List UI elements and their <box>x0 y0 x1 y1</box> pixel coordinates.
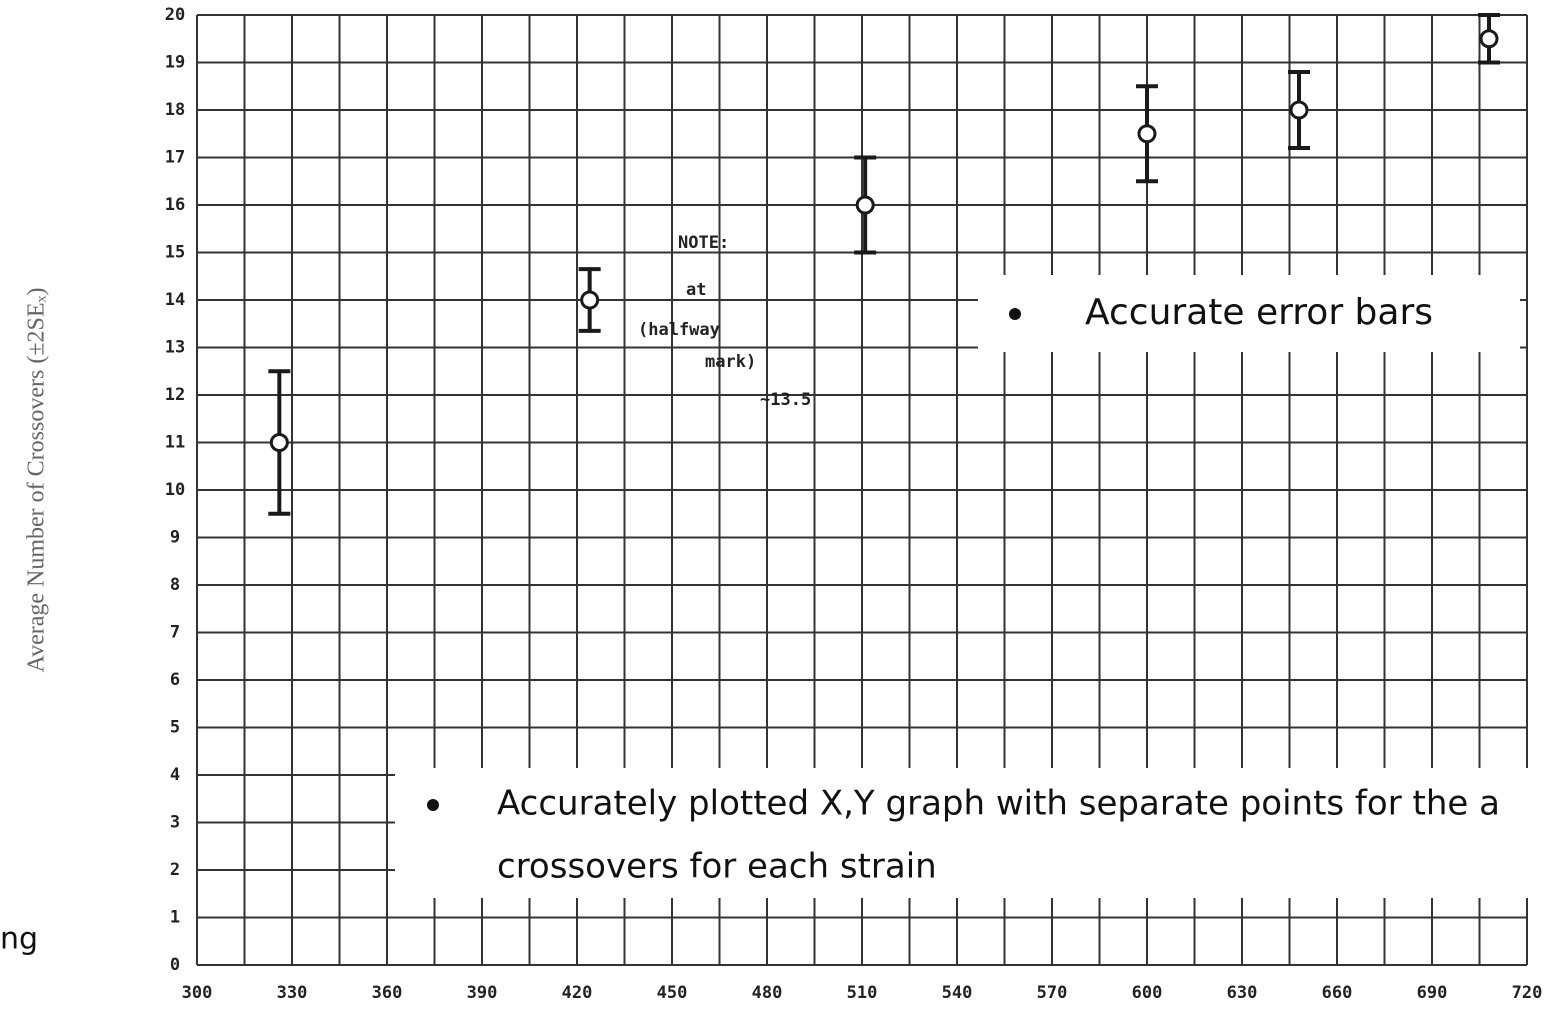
y-tick-label: 20 <box>165 5 185 25</box>
x-tick-label: 570 <box>1037 983 1068 1003</box>
annotation: NOTE: <box>678 233 729 253</box>
y-tick-label: 8 <box>170 575 180 595</box>
y-tick-label: 7 <box>170 623 180 643</box>
chart: Average Number of Crossovers (±2SEₓ) ng … <box>0 0 1550 1009</box>
page: Average Number of Crossovers (±2SEₓ) ng … <box>0 0 1550 1009</box>
y-tick-label: 17 <box>165 148 185 168</box>
x-tick-label: 390 <box>467 983 498 1003</box>
y-tick-label: 13 <box>165 338 185 358</box>
x-tick-label: 540 <box>942 983 973 1003</box>
callout-text: Accurately plotted X,Y graph with separa… <box>497 784 1500 824</box>
x-tick-label: 300 <box>182 983 213 1003</box>
y-tick-label: 12 <box>165 385 185 405</box>
y-tick-label: 16 <box>165 195 185 215</box>
callout-text: Accurate error bars <box>1085 292 1433 333</box>
point <box>1481 31 1497 47</box>
x-tick-label: 600 <box>1132 983 1163 1003</box>
point <box>1139 126 1155 142</box>
y-tick-label: 19 <box>165 53 185 73</box>
y-tick-label: 15 <box>165 243 185 263</box>
y-tick-label: 6 <box>170 670 180 690</box>
y-tick-label: 11 <box>165 433 185 453</box>
x-tick-label: 660 <box>1322 983 1353 1003</box>
x-tick-label: 630 <box>1227 983 1258 1003</box>
x-tick-label: 510 <box>847 983 878 1003</box>
point <box>582 292 598 308</box>
side-text: ng <box>0 922 38 957</box>
x-tick-label: 690 <box>1417 983 1448 1003</box>
point <box>1291 102 1307 118</box>
bullet <box>427 799 439 811</box>
x-tick-label: 720 <box>1512 983 1543 1003</box>
x-tick-label: 420 <box>562 983 593 1003</box>
y-tick-label: 3 <box>170 813 180 833</box>
callout-text: crossovers for each strain <box>497 847 937 887</box>
y-tick-label: 4 <box>170 765 180 785</box>
y-axis-label: Average Number of Crossovers (±2SEₓ) <box>24 288 50 673</box>
y-tick-label: 18 <box>165 100 185 120</box>
annotation-group: NOTE: at (halfway mark) ~13.5 <box>638 233 811 410</box>
y-tick-label: 10 <box>165 480 185 500</box>
point <box>271 435 287 451</box>
x-tick-label: 480 <box>752 983 783 1003</box>
point <box>857 197 873 213</box>
annotation: at <box>686 280 706 300</box>
bullet <box>1009 308 1021 320</box>
y-tick-label: 0 <box>170 955 180 975</box>
annotation: (halfway <box>638 320 720 340</box>
x-tick-label: 330 <box>277 983 308 1003</box>
x-tick-label: 360 <box>372 983 403 1003</box>
y-tick-label: 1 <box>170 908 180 928</box>
x-tick-label: 450 <box>657 983 688 1003</box>
annotation: ~13.5 <box>760 390 811 410</box>
y-tick-label: 14 <box>165 290 185 310</box>
y-tick-label: 9 <box>170 528 180 548</box>
y-tick-label: 2 <box>170 860 180 880</box>
y-tick-label: 5 <box>170 718 180 738</box>
annotation: mark) <box>705 352 756 372</box>
